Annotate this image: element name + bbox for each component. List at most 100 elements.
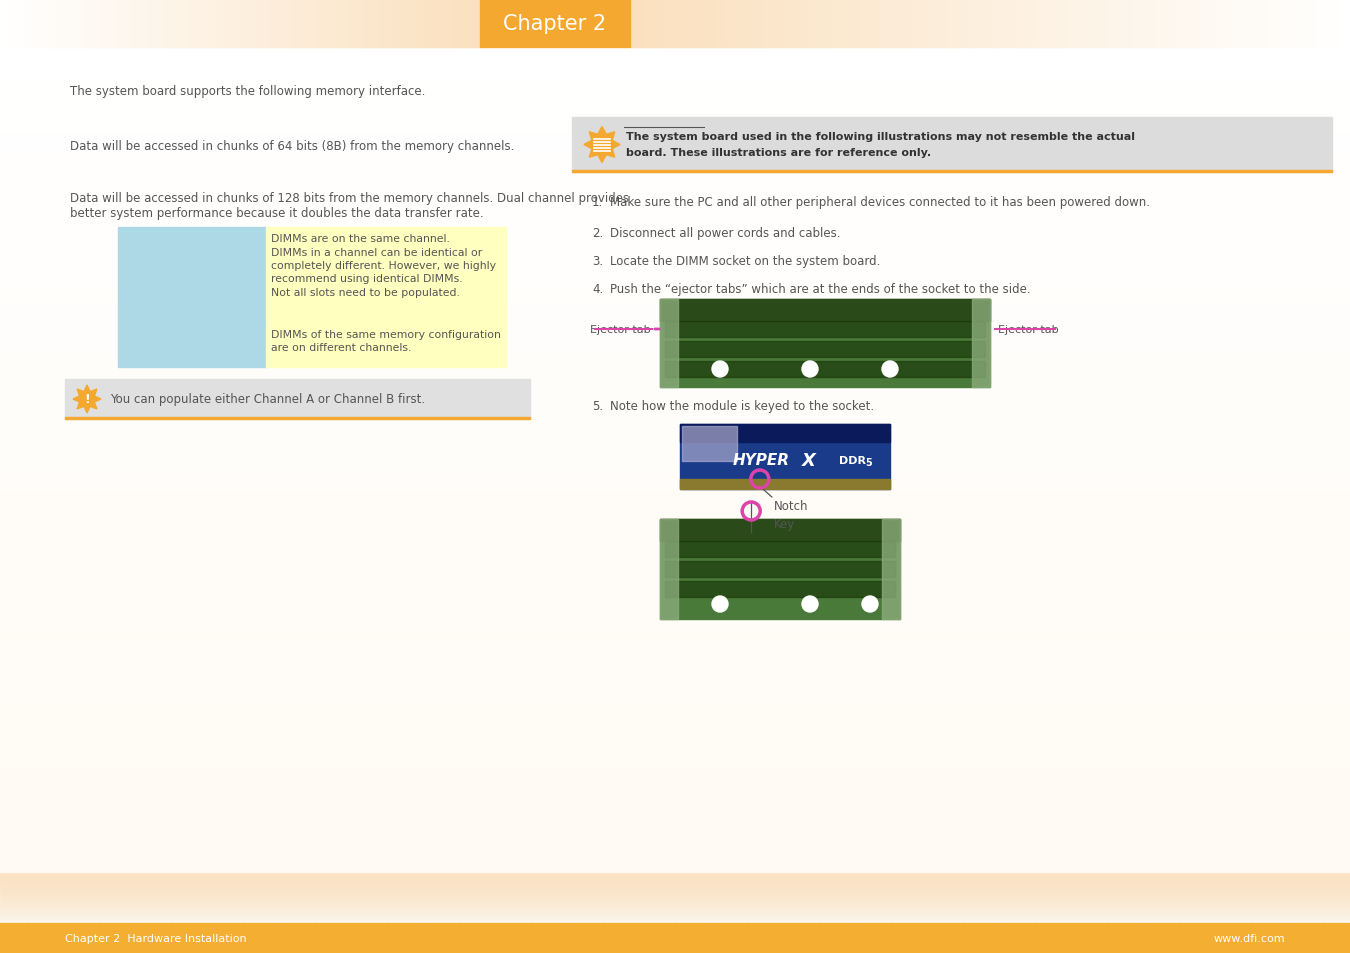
Bar xyxy=(0,318,1350,321)
Bar xyxy=(911,0,914,48)
Bar xyxy=(0,147,1350,150)
Bar xyxy=(1111,923,1116,953)
Bar xyxy=(0,547,1350,551)
Bar xyxy=(0,892,1350,893)
Bar xyxy=(1085,0,1089,48)
Bar xyxy=(931,923,937,953)
Bar xyxy=(1162,0,1165,48)
Bar xyxy=(161,0,162,48)
Bar xyxy=(0,303,1350,307)
Bar xyxy=(371,0,374,48)
Bar xyxy=(930,0,933,48)
Bar xyxy=(0,838,1350,841)
Bar xyxy=(660,519,900,619)
Bar xyxy=(0,669,1350,673)
Bar xyxy=(1265,923,1269,953)
Bar xyxy=(370,0,371,48)
Bar xyxy=(714,0,717,48)
Bar xyxy=(699,0,702,48)
Bar xyxy=(0,649,1350,653)
Bar xyxy=(730,0,733,48)
Bar xyxy=(779,0,782,48)
Bar xyxy=(358,0,360,48)
Bar xyxy=(1336,923,1342,953)
Bar xyxy=(825,0,828,48)
Bar xyxy=(0,216,1350,220)
Bar xyxy=(266,0,267,48)
Text: !: ! xyxy=(84,393,90,406)
Bar xyxy=(444,0,447,48)
Bar xyxy=(300,0,301,48)
Bar xyxy=(204,0,205,48)
Bar xyxy=(0,536,1350,539)
Bar xyxy=(0,818,1350,821)
Bar xyxy=(0,666,1350,670)
Bar xyxy=(767,0,770,48)
Bar xyxy=(123,0,126,48)
Bar xyxy=(903,0,906,48)
Bar xyxy=(450,0,452,48)
Bar xyxy=(104,923,108,953)
Bar xyxy=(0,533,1350,537)
Bar xyxy=(752,923,756,953)
Bar xyxy=(693,0,695,48)
Bar xyxy=(973,0,976,48)
Bar xyxy=(136,0,138,48)
Bar xyxy=(212,923,216,953)
Bar xyxy=(1071,923,1076,953)
Bar xyxy=(0,550,1350,554)
Bar xyxy=(90,923,94,953)
Bar xyxy=(340,0,343,48)
Bar xyxy=(216,923,221,953)
Bar xyxy=(0,704,1350,707)
Bar xyxy=(0,774,1350,778)
Bar xyxy=(0,894,1350,895)
Bar xyxy=(414,923,418,953)
Bar xyxy=(0,353,1350,356)
Bar xyxy=(0,274,1350,278)
Bar xyxy=(293,923,297,953)
Bar xyxy=(0,893,1350,897)
Bar xyxy=(585,923,590,953)
Bar xyxy=(234,0,236,48)
Bar xyxy=(0,388,1350,391)
Bar xyxy=(1011,0,1014,48)
Bar xyxy=(706,923,711,953)
Bar xyxy=(0,780,1350,783)
Bar xyxy=(120,0,121,48)
Bar xyxy=(12,0,15,48)
Bar xyxy=(321,0,324,48)
Bar xyxy=(50,923,54,953)
Bar xyxy=(1282,0,1285,48)
Bar xyxy=(1072,0,1075,48)
Bar xyxy=(458,0,460,48)
Bar xyxy=(983,0,986,48)
Bar xyxy=(261,923,266,953)
Bar xyxy=(1107,0,1111,48)
Bar xyxy=(675,923,680,953)
Bar xyxy=(0,297,1350,301)
Bar xyxy=(1301,0,1305,48)
Bar xyxy=(657,923,661,953)
Bar xyxy=(860,0,863,48)
Bar xyxy=(887,923,891,953)
Bar xyxy=(0,222,1350,226)
Bar xyxy=(274,923,279,953)
Bar xyxy=(0,91,1350,95)
Bar xyxy=(51,0,53,48)
Bar xyxy=(319,0,320,48)
Bar xyxy=(1291,0,1293,48)
Bar xyxy=(0,504,1350,507)
Bar xyxy=(315,923,320,953)
Bar xyxy=(439,0,440,48)
Bar xyxy=(0,815,1350,818)
Bar xyxy=(459,0,462,48)
Bar xyxy=(1180,0,1183,48)
Bar xyxy=(1235,0,1238,48)
Bar xyxy=(235,0,238,48)
Bar xyxy=(1053,923,1058,953)
Bar xyxy=(62,0,65,48)
Bar xyxy=(423,0,424,48)
Bar xyxy=(1246,923,1251,953)
Bar xyxy=(0,501,1350,504)
